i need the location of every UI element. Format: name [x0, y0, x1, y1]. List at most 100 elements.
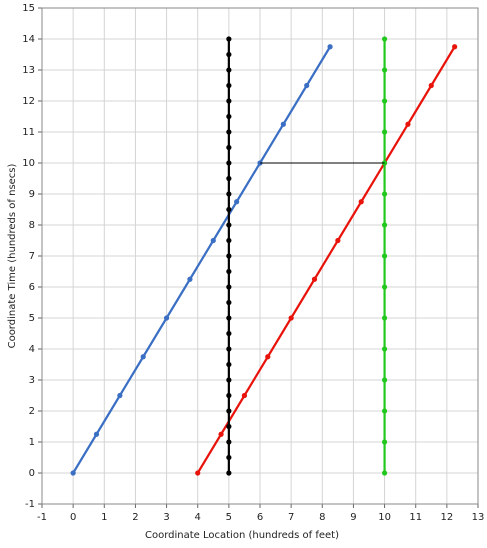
point: [195, 470, 201, 476]
point: [311, 276, 318, 282]
x-tick-label: 6: [257, 512, 263, 523]
point: [381, 36, 388, 42]
point: [210, 237, 216, 244]
point: [226, 454, 232, 461]
y-tick-label: -1: [25, 499, 35, 510]
series-line: [196, 46, 456, 474]
y-tick-label: 0: [29, 468, 35, 479]
point: [381, 222, 388, 228]
point: [234, 199, 240, 205]
point: [226, 284, 232, 290]
x-tick-label: 1: [101, 512, 107, 523]
point: [226, 361, 232, 368]
point: [241, 392, 248, 399]
point: [381, 191, 388, 197]
y-tick-label: 6: [29, 282, 35, 293]
y-tick-label: 9: [29, 189, 35, 200]
point: [381, 377, 388, 383]
series-line: [72, 46, 332, 474]
point: [381, 129, 388, 135]
point: [226, 299, 232, 306]
point: [226, 392, 232, 399]
point: [226, 470, 232, 476]
point: [327, 44, 333, 50]
point: [358, 199, 364, 205]
point: [381, 408, 388, 414]
x-tick-label: 2: [132, 512, 138, 523]
point: [117, 392, 123, 399]
point: [226, 51, 232, 58]
point: [226, 129, 232, 135]
x-tick-label: 4: [195, 512, 201, 523]
point: [335, 237, 341, 244]
y-tick-label: 13: [22, 65, 35, 76]
point: [226, 346, 232, 352]
point: [218, 431, 224, 437]
y-tick-label: 14: [22, 34, 35, 45]
point: [226, 191, 232, 197]
point: [140, 354, 146, 360]
x-axis-title: Coordinate Location (hundreds of feet): [145, 530, 339, 541]
x-tick-label: 9: [350, 512, 356, 523]
y-tick-label: 15: [22, 3, 35, 14]
plot-frame: [41, 7, 479, 505]
point: [187, 276, 193, 282]
x-tick-label: 10: [378, 512, 391, 523]
y-tick-label: 12: [22, 96, 35, 107]
point: [381, 253, 388, 259]
point: [381, 346, 388, 352]
x-tick-label: 13: [472, 512, 485, 523]
point: [226, 36, 232, 42]
y-axis-title: Coordinate Time (hundreds of nsecs): [7, 163, 18, 348]
point: [226, 268, 232, 275]
y-tick-label: 8: [29, 220, 35, 231]
point: [381, 470, 388, 476]
point: [381, 98, 388, 104]
point: [226, 144, 232, 151]
point: [226, 423, 232, 430]
point: [452, 44, 458, 50]
y-tick-label: 10: [22, 158, 35, 169]
point: [226, 330, 232, 337]
point: [405, 121, 411, 127]
point: [381, 67, 388, 73]
y-tick-label: 7: [29, 251, 35, 262]
x-tick-label: -1: [37, 512, 47, 523]
point: [70, 470, 76, 476]
point: [226, 160, 232, 166]
point: [428, 82, 434, 89]
x-tick-label: 11: [409, 512, 422, 523]
y-tick-label: 4: [29, 344, 35, 355]
x-tick-label: 12: [440, 512, 453, 523]
point: [381, 315, 388, 321]
point: [226, 175, 232, 182]
x-tick-label: 5: [226, 512, 232, 523]
point: [226, 113, 232, 120]
y-tick-label: 11: [22, 127, 35, 138]
point: [226, 408, 232, 414]
point: [226, 237, 232, 244]
y-tick-label: 1: [29, 437, 35, 448]
point: [381, 284, 388, 290]
y-tick-label: 3: [29, 375, 35, 386]
point: [288, 315, 294, 321]
point: [226, 98, 232, 104]
x-tick-label: 0: [70, 512, 76, 523]
point: [304, 82, 310, 89]
point: [226, 253, 232, 259]
x-tick-label: 8: [319, 512, 325, 523]
point: [226, 222, 232, 228]
y-tick-label: 2: [29, 406, 35, 417]
point: [226, 315, 232, 321]
point: [163, 315, 170, 321]
point: [265, 354, 271, 360]
point: [226, 67, 232, 73]
point: [226, 206, 232, 213]
x-tick-label: 3: [163, 512, 169, 523]
y-tick-label: 5: [29, 313, 35, 324]
point: [280, 121, 286, 127]
point: [93, 431, 100, 437]
x-tick-label: 7: [288, 512, 294, 523]
